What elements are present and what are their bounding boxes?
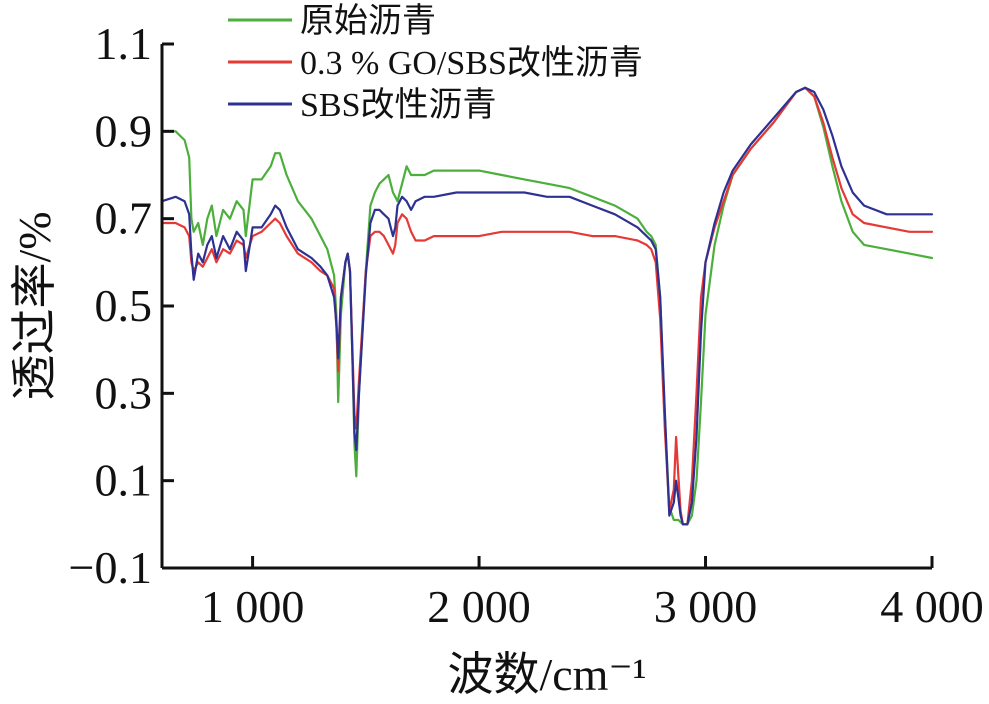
series-layer (160, 86, 934, 526)
legend: 原始沥青 0.3 % GO/SBS改性沥青 SBS改性沥青 (228, 2, 643, 124)
series-line-1 (160, 86, 934, 526)
x-tick-label: 1 000 (201, 581, 305, 632)
y-axis-title: 透过率/% (9, 211, 60, 400)
y-tick-label: 0.7 (95, 193, 153, 244)
y-tick-label: 0.1 (95, 455, 153, 506)
y-tick-label: −0.1 (69, 542, 152, 593)
ticks-layer: −0.1 0.1 0.3 0.5 0.7 0.9 1.1 1 000 2 000 3 000 4 0… (69, 18, 984, 632)
x-tick-label: 3 000 (654, 581, 758, 632)
legend-label-3: SBS改性沥青 (300, 86, 497, 124)
x-axis-title: 波数/cm⁻¹ (447, 649, 646, 700)
y-tick-label: 0.5 (95, 280, 153, 331)
x-tick-label: 4 000 (880, 581, 984, 632)
axes-layer (160, 44, 932, 570)
y-tick-label: 0.9 (95, 105, 153, 156)
y-tick-label: 1.1 (95, 18, 153, 69)
legend-label-1: 原始沥青 (300, 2, 436, 40)
y-tick-label: 0.3 (95, 367, 153, 418)
series-line-3 (160, 86, 934, 526)
legend-label-2: 0.3 % GO/SBS改性沥青 (300, 44, 643, 82)
x-tick-label: 2 000 (427, 581, 531, 632)
